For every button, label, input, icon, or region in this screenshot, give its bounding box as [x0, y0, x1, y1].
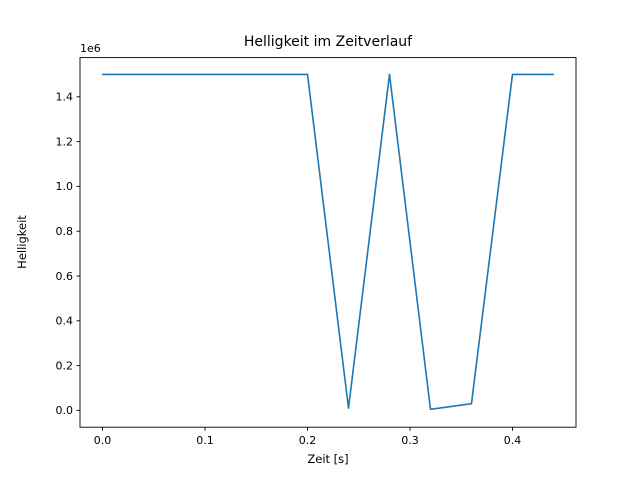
y-axis-label: Helligkeit	[15, 215, 29, 269]
data-line	[101, 73, 555, 411]
x-tick-label: 0.2	[299, 434, 317, 447]
axes-spines	[79, 57, 577, 428]
y-tick-label: 1.2	[56, 135, 74, 148]
x-axis-label: Zeit [s]	[307, 452, 349, 466]
x-tick-label: 0.3	[401, 434, 419, 447]
y-tick-label: 0.8	[56, 225, 74, 238]
y-tick-label: 1.4	[56, 91, 74, 104]
y-tick-label: 1.0	[56, 180, 74, 193]
chart-title: Helligkeit im Zeitverlauf	[243, 34, 413, 50]
y-axis-offset-label: 1e6	[80, 42, 101, 55]
y-tick-label: 0.6	[56, 270, 74, 283]
x-tick-label: 0.0	[94, 434, 112, 447]
y-tick-label: 0.2	[56, 359, 74, 372]
x-tick-label: 0.4	[504, 434, 522, 447]
y-tick-label: 0.4	[56, 315, 74, 328]
x-tick-label: 0.1	[196, 434, 214, 447]
y-tick-label: 0.0	[56, 404, 74, 417]
